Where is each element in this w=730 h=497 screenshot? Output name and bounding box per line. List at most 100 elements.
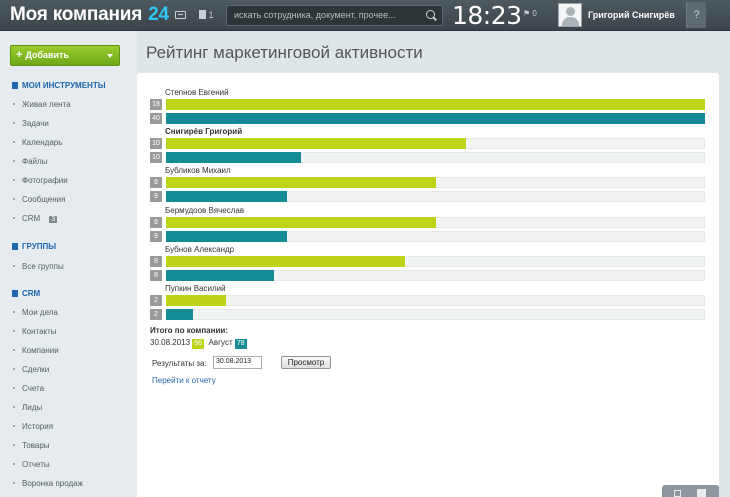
person-name[interactable]: Бубнов Александр xyxy=(165,245,235,254)
bar-track xyxy=(166,295,705,306)
person-name[interactable]: Степнов Евгений xyxy=(165,88,229,97)
sidebar-item-leads[interactable]: Лиды xyxy=(13,403,42,412)
sidebar-item-sales-funnel[interactable]: Воронка продаж xyxy=(13,479,83,488)
brand-name: Моя компания xyxy=(10,4,143,25)
person-name[interactable]: Бубликов Михаил xyxy=(165,166,231,175)
green-bar-row: 9 xyxy=(150,177,705,188)
sidebar-item-tasks[interactable]: Задачи xyxy=(13,119,49,128)
date-field[interactable]: 30.08.2013 xyxy=(213,356,262,369)
green-value-badge: 9 xyxy=(150,217,162,228)
teal-value-badge: 9 xyxy=(150,191,162,202)
add-button[interactable]: + Добавить xyxy=(10,45,120,66)
crm-icon xyxy=(12,290,18,297)
green-bar-row: 8 xyxy=(150,256,705,267)
panel-icon[interactable] xyxy=(697,489,706,497)
teal-bar-row: 9 xyxy=(150,191,705,202)
notifications-icon[interactable]: 1 xyxy=(199,10,214,21)
messages-icon[interactable] xyxy=(175,11,186,19)
teal-value-badge: 2 xyxy=(150,309,162,320)
person-name[interactable]: Пупкин Василий xyxy=(165,284,226,293)
search-icon[interactable] xyxy=(426,10,435,19)
results-label: Результаты за: xyxy=(152,359,207,368)
sidebar-item-history[interactable]: История xyxy=(13,422,53,431)
green-value-badge: 9 xyxy=(150,177,162,188)
help-icon[interactable]: ? xyxy=(686,2,706,28)
avatar[interactable] xyxy=(558,3,582,27)
green-value-badge: 10 xyxy=(150,138,162,149)
teal-value-badge: 10 xyxy=(150,152,162,163)
sidebar: + Добавить МОИ ИНСТРУМЕНТЫ Живая лента За… xyxy=(0,31,137,497)
bottom-toolbar[interactable] xyxy=(662,485,719,497)
sidebar-item-messages[interactable]: Сообщения xyxy=(13,195,65,204)
sidebar-item-invoices[interactable]: Счета xyxy=(13,384,44,393)
green-value-badge: 2 xyxy=(150,295,162,306)
total-date: 30.08.2013 xyxy=(150,338,191,347)
teal-value-badge: 8 xyxy=(150,270,162,281)
search-input[interactable]: искать сотрудника, документ, прочее... xyxy=(226,5,443,26)
teal-bar xyxy=(166,113,705,124)
top-header: Моя компания 24 1 искать сотрудника, доку… xyxy=(0,0,730,31)
add-button-label: Добавить xyxy=(25,50,70,60)
window-icon[interactable] xyxy=(674,490,681,497)
section-crm[interactable]: CRM xyxy=(12,289,40,298)
sidebar-item-contacts[interactable]: Контакты xyxy=(13,327,57,336)
green-value-badge: 8 xyxy=(150,256,162,267)
groups-icon xyxy=(12,243,18,250)
clock[interactable]: 18:23 xyxy=(452,1,522,30)
page-title: Рейтинг маркетинговой активности xyxy=(146,43,423,62)
teal-bar xyxy=(166,191,287,202)
green-bar-row: 9 xyxy=(150,217,705,228)
teal-value-badge: 40 xyxy=(150,113,162,124)
view-button[interactable]: Просмотр xyxy=(281,356,331,369)
total-line: 30.08.2013 56 Август 78 xyxy=(150,338,247,349)
green-bar-row: 2 xyxy=(150,295,705,306)
green-bar xyxy=(166,256,405,267)
bookmark-icon xyxy=(12,82,18,89)
total-month-badge: 78 xyxy=(234,339,247,349)
sidebar-item-all-groups[interactable]: Все группы xyxy=(13,262,64,271)
flag-icon[interactable]: ⚑ 0 xyxy=(523,9,537,18)
green-bar xyxy=(166,138,466,149)
section-my-tools[interactable]: МОИ ИНСТРУМЕНТЫ xyxy=(12,81,106,90)
green-bar xyxy=(166,99,705,110)
total-day-badge: 56 xyxy=(192,339,205,349)
sidebar-item-products[interactable]: Товары xyxy=(13,441,50,450)
green-bar-row: 10 xyxy=(150,138,705,149)
sidebar-item-reports[interactable]: Отчеты xyxy=(13,460,50,469)
sidebar-item-deals[interactable]: Сделки xyxy=(13,365,49,374)
teal-bar-row: 2 xyxy=(150,309,705,320)
sidebar-item-my-deals[interactable]: Мои дела xyxy=(13,308,58,317)
sidebar-item-calendar[interactable]: Календарь xyxy=(13,138,62,147)
teal-bar xyxy=(166,309,193,320)
chevron-down-icon[interactable] xyxy=(107,54,113,58)
total-title: Итого по компании: xyxy=(150,326,228,335)
green-bar-row: 18 xyxy=(150,99,705,110)
crm-badge: 3 xyxy=(49,216,58,223)
bar-track xyxy=(166,309,705,320)
sidebar-item-photos[interactable]: Фотографии xyxy=(13,176,68,185)
green-bar xyxy=(166,217,436,228)
green-value-badge: 18 xyxy=(150,99,162,110)
teal-bar-row: 9 xyxy=(150,231,705,242)
report-link[interactable]: Перейти к отчету xyxy=(152,376,216,385)
green-bar xyxy=(166,177,436,188)
sidebar-item-files[interactable]: Файлы xyxy=(13,157,47,166)
sidebar-item-companies[interactable]: Компании xyxy=(13,346,59,355)
teal-value-badge: 9 xyxy=(150,231,162,242)
flag-count: 0 xyxy=(532,9,537,18)
person-name[interactable]: Бермудоов Вячеслав xyxy=(165,206,245,215)
sidebar-item-crm[interactable]: CRM 3 xyxy=(13,214,58,223)
notifications-count: 1 xyxy=(208,10,214,20)
teal-bar xyxy=(166,270,274,281)
sidebar-item-feed[interactable]: Живая лента xyxy=(13,100,71,109)
user-name[interactable]: Григорий Снигирёв xyxy=(588,10,675,20)
search-placeholder: искать сотрудника, документ, прочее... xyxy=(234,10,396,20)
plus-icon: + xyxy=(16,49,23,61)
teal-bar xyxy=(166,231,287,242)
person-name[interactable]: Снигирёв Григорий xyxy=(165,127,243,136)
brand-number: 24 xyxy=(148,4,169,25)
teal-bar xyxy=(166,152,301,163)
green-bar xyxy=(166,295,226,306)
section-groups[interactable]: ГРУППЫ xyxy=(12,242,56,251)
brand-logo[interactable]: Моя компания 24 xyxy=(10,4,169,26)
